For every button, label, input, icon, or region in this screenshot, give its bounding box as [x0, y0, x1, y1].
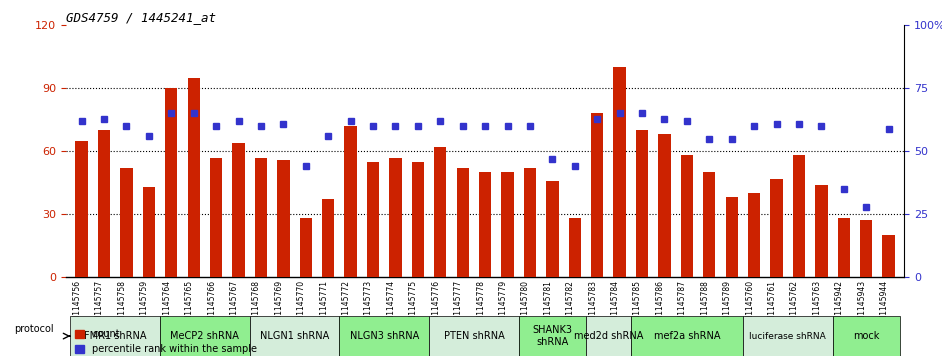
- Bar: [300, 219, 312, 277]
- Bar: [613, 68, 625, 277]
- Bar: [636, 130, 648, 277]
- Text: med2d shRNA: med2d shRNA: [574, 331, 643, 341]
- Bar: [703, 172, 716, 277]
- Bar: [883, 235, 895, 277]
- Text: mef2a shRNA: mef2a shRNA: [654, 331, 720, 341]
- Text: GDS4759 / 1445241_at: GDS4759 / 1445241_at: [66, 11, 216, 24]
- Legend: count, percentile rank within the sample: count, percentile rank within the sample: [71, 326, 261, 358]
- Text: mock: mock: [853, 331, 880, 341]
- Bar: [725, 197, 738, 277]
- Bar: [569, 219, 581, 277]
- Bar: [233, 143, 245, 277]
- Bar: [412, 162, 424, 277]
- FancyBboxPatch shape: [250, 317, 339, 356]
- Bar: [815, 185, 827, 277]
- Bar: [658, 134, 671, 277]
- Bar: [771, 179, 783, 277]
- Text: protocol: protocol: [14, 323, 54, 334]
- Bar: [98, 130, 110, 277]
- FancyBboxPatch shape: [71, 317, 160, 356]
- Bar: [434, 147, 447, 277]
- Text: NLGN1 shRNA: NLGN1 shRNA: [260, 331, 329, 341]
- Bar: [165, 88, 177, 277]
- Bar: [187, 78, 200, 277]
- Bar: [748, 193, 760, 277]
- FancyBboxPatch shape: [160, 317, 250, 356]
- FancyBboxPatch shape: [631, 317, 743, 356]
- Bar: [322, 200, 334, 277]
- Bar: [121, 168, 133, 277]
- Bar: [837, 219, 850, 277]
- Bar: [591, 114, 604, 277]
- Text: NLGN3 shRNA: NLGN3 shRNA: [349, 331, 419, 341]
- Bar: [524, 168, 536, 277]
- Bar: [254, 158, 268, 277]
- FancyBboxPatch shape: [519, 317, 586, 356]
- Bar: [75, 141, 88, 277]
- Bar: [479, 172, 492, 277]
- Bar: [345, 126, 357, 277]
- FancyBboxPatch shape: [743, 317, 833, 356]
- Bar: [366, 162, 380, 277]
- FancyBboxPatch shape: [833, 317, 900, 356]
- FancyBboxPatch shape: [586, 317, 631, 356]
- Text: SHANK3
shRNA: SHANK3 shRNA: [532, 325, 573, 347]
- Bar: [681, 155, 693, 277]
- Text: luciferase shRNA: luciferase shRNA: [750, 331, 826, 340]
- Bar: [501, 172, 513, 277]
- Bar: [860, 220, 872, 277]
- Text: PTEN shRNA: PTEN shRNA: [444, 331, 504, 341]
- Bar: [457, 168, 469, 277]
- Bar: [277, 160, 289, 277]
- Text: FMR1 shRNA: FMR1 shRNA: [84, 331, 147, 341]
- Bar: [143, 187, 155, 277]
- Bar: [210, 158, 222, 277]
- FancyBboxPatch shape: [339, 317, 430, 356]
- FancyBboxPatch shape: [430, 317, 519, 356]
- Text: MeCP2 shRNA: MeCP2 shRNA: [171, 331, 239, 341]
- Bar: [389, 158, 401, 277]
- Bar: [546, 181, 559, 277]
- Bar: [793, 155, 805, 277]
